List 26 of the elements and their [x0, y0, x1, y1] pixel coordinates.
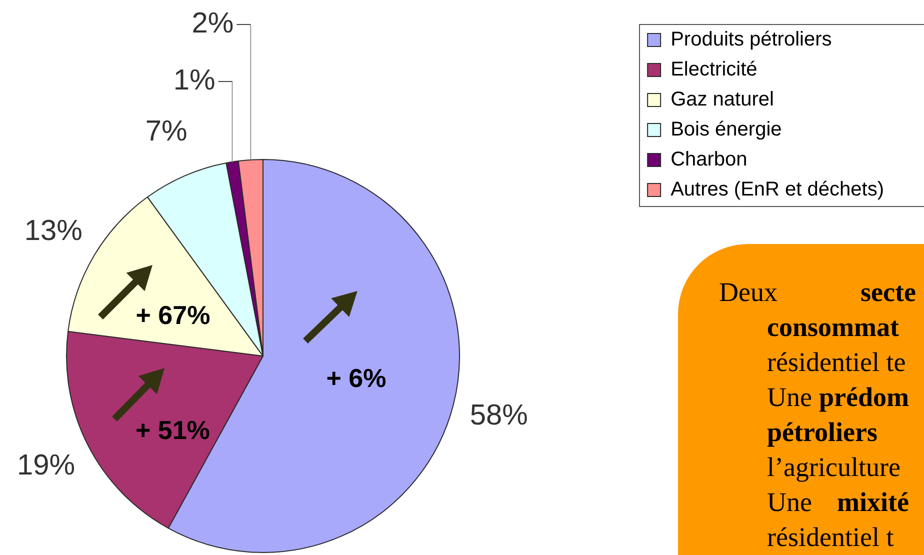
data-label: 2%	[192, 8, 234, 40]
data-label: 58%	[470, 400, 528, 432]
text: Une	[767, 486, 812, 519]
legend-label: Electricité	[670, 58, 758, 81]
legend-label: Bois énergie	[670, 118, 782, 141]
legend-label: Charbon	[670, 148, 748, 171]
text: résidentiel te	[767, 346, 906, 379]
legend-label: Gaz naturel	[670, 88, 774, 111]
text: consommat	[767, 311, 899, 344]
legend-label: Produits pétroliers	[670, 28, 832, 51]
text: pétroliers	[767, 416, 878, 449]
data-label: 1%	[173, 64, 216, 96]
text: Une	[767, 381, 812, 414]
data-label: 13%	[24, 215, 82, 248]
text: résidentiel t	[767, 521, 894, 554]
data-label: 19%	[17, 450, 76, 482]
text: mixité	[836, 486, 909, 519]
text: + 6%	[326, 363, 386, 394]
text: prédom	[818, 381, 909, 414]
data-label: 7%	[145, 116, 188, 148]
text: + 67%	[136, 300, 210, 330]
text: Deux	[719, 276, 778, 309]
legend-label: Autres (EnR et déchets)	[670, 178, 884, 201]
text: l’agriculture	[767, 451, 900, 484]
text: + 51%	[135, 414, 210, 445]
text: secte	[860, 276, 916, 309]
